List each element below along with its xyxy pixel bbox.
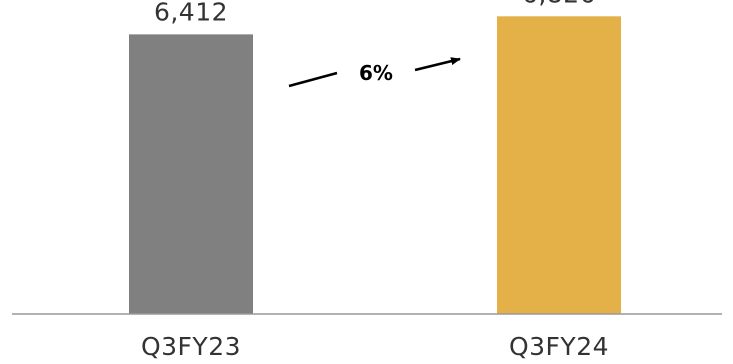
x-tick-label-q3fy23: Q3FY23 — [141, 332, 241, 361]
growth-percentage-label: 6% — [359, 61, 393, 85]
growth-arrow-left-segment — [288, 71, 338, 88]
data-label-q3fy24: 6,826 — [522, 0, 596, 8]
x-tick-label-q3fy24: Q3FY24 — [509, 332, 609, 361]
bars-layer — [129, 16, 621, 315]
growth-arrow-right-segment — [414, 57, 461, 72]
bar-q3fy23 — [129, 34, 253, 315]
data-label-q3fy23: 6,412 — [154, 0, 228, 26]
labels-layer: 6,412 Q3FY23 6,826 Q3FY24 — [141, 0, 609, 361]
bar-q3fy24 — [497, 16, 621, 315]
growth-annotation: 6% — [288, 57, 461, 88]
